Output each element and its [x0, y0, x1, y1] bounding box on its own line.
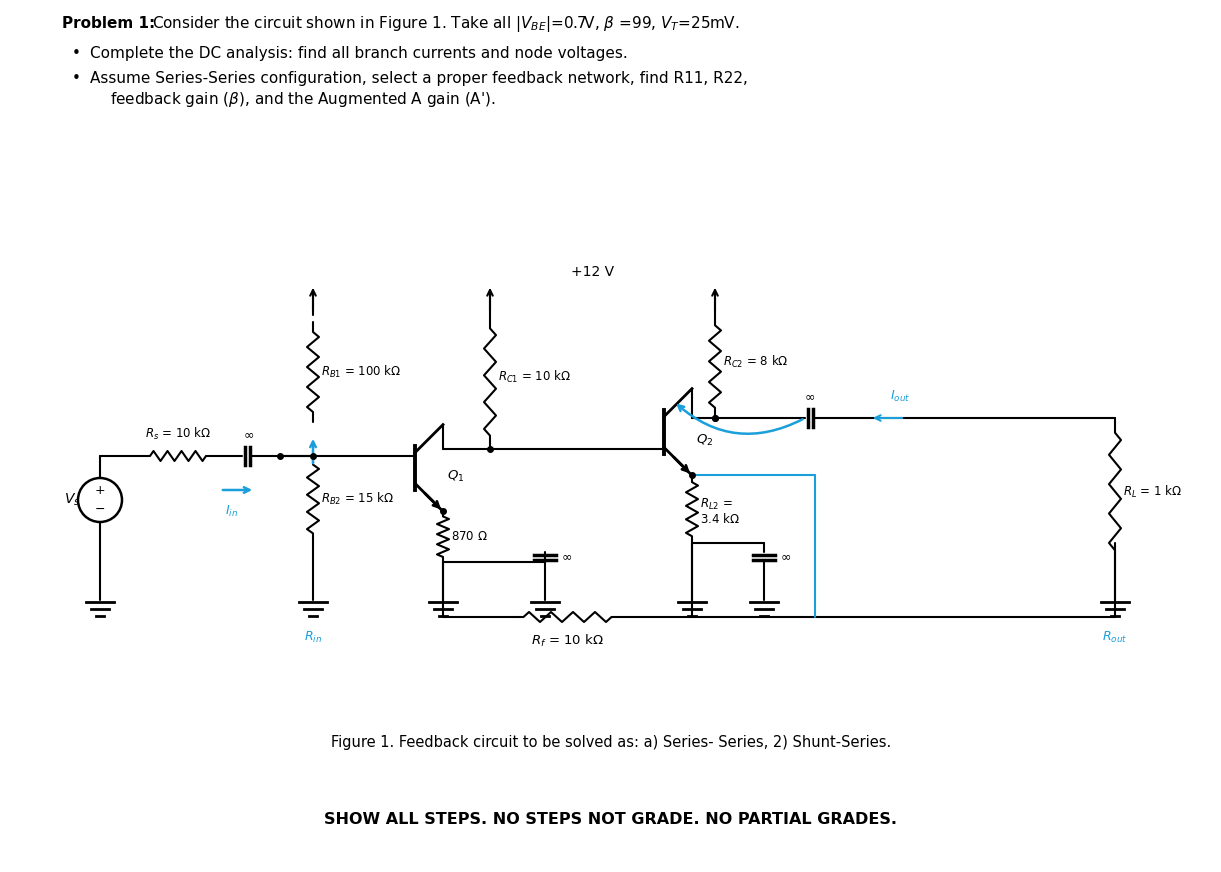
Text: $\infty$: $\infty$	[780, 550, 791, 563]
Text: Figure 1. Feedback circuit to be solved as: a) Series- Series, 2) Shunt-Series.: Figure 1. Feedback circuit to be solved …	[331, 734, 891, 750]
Text: Consider the circuit shown in Figure 1. Take all $|V_{BE}|$=0.7V, $\beta$ =99, $: Consider the circuit shown in Figure 1. …	[151, 14, 740, 34]
Text: 870 $\Omega$: 870 $\Omega$	[451, 530, 487, 543]
Text: $R_L$ = 1 k$\Omega$: $R_L$ = 1 k$\Omega$	[1123, 483, 1182, 500]
Text: $R_s$ = 10 k$\Omega$: $R_s$ = 10 k$\Omega$	[145, 426, 211, 442]
Text: $R_{L2}$ =: $R_{L2}$ =	[700, 497, 733, 512]
Text: $R_{out}$: $R_{out}$	[1103, 630, 1128, 645]
Text: $\infty$: $\infty$	[805, 390, 816, 403]
Text: $\infty$: $\infty$	[560, 550, 573, 563]
Text: $Q_1$: $Q_1$	[447, 468, 464, 484]
Text: $R_{C1}$ = 10 k$\Omega$: $R_{C1}$ = 10 k$\Omega$	[498, 369, 571, 385]
Text: $\infty$: $\infty$	[243, 428, 254, 441]
Text: 3.4 k$\Omega$: 3.4 k$\Omega$	[700, 512, 740, 526]
Text: $V_s$: $V_s$	[63, 492, 81, 508]
Text: Problem 1:: Problem 1:	[62, 17, 155, 31]
Text: $I_{in}$: $I_{in}$	[225, 504, 238, 519]
Text: feedback gain ($\beta$), and the Augmented A gain (A').: feedback gain ($\beta$), and the Augment…	[110, 91, 496, 110]
Text: $R_{B2}$ = 15 k$\Omega$: $R_{B2}$ = 15 k$\Omega$	[321, 491, 394, 507]
Text: Assume Series-Series configuration, select a proper feedback network, find R11, : Assume Series-Series configuration, sele…	[90, 72, 748, 86]
Text: $R_f$ = 10 k$\Omega$: $R_f$ = 10 k$\Omega$	[531, 633, 604, 649]
Text: $I_{out}$: $I_{out}$	[890, 389, 911, 404]
Text: $R_{in}$: $R_{in}$	[304, 630, 322, 645]
Text: +12 V: +12 V	[571, 265, 614, 279]
Text: $R_{C2}$ = 8 k$\Omega$: $R_{C2}$ = 8 k$\Omega$	[723, 353, 789, 370]
Text: $R_{B1}$ = 100 k$\Omega$: $R_{B1}$ = 100 k$\Omega$	[321, 364, 402, 380]
Text: $Q_2$: $Q_2$	[696, 433, 713, 447]
Text: +: +	[95, 485, 105, 498]
Text: Complete the DC analysis: find all branch currents and node voltages.: Complete the DC analysis: find all branc…	[90, 46, 628, 62]
Text: SHOW ALL STEPS. NO STEPS NOT GRADE. NO PARTIAL GRADES.: SHOW ALL STEPS. NO STEPS NOT GRADE. NO P…	[325, 813, 897, 828]
Text: −: −	[95, 502, 105, 515]
Text: •: •	[72, 72, 81, 86]
Text: •: •	[72, 46, 81, 62]
